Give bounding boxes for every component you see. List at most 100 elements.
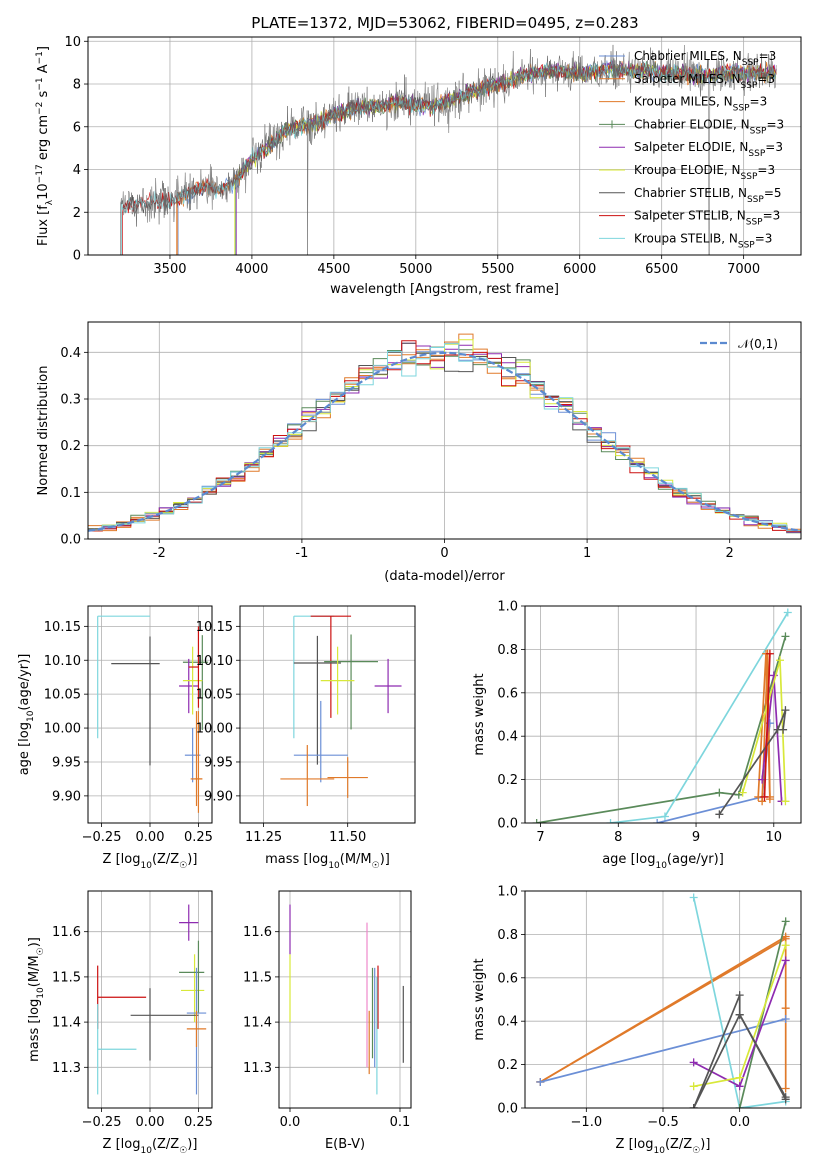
axes-frame — [239, 605, 416, 824]
y-axis-label: Flux [fλ10−17 erg cm−2 s−1 A−1] — [35, 46, 55, 246]
weight-marker — [781, 956, 790, 965]
weight-series-kroupa-stelib — [692, 897, 786, 1108]
x-tick-label: 5500 — [481, 262, 514, 277]
weight-marker — [660, 812, 669, 821]
weight-marker — [781, 797, 790, 806]
y-tick-label: 0.8 — [497, 928, 518, 943]
weight-series-salpeter-stelib — [763, 653, 771, 798]
x-tick-label: 2 — [726, 546, 734, 561]
y-tick-label: 8 — [73, 78, 81, 93]
errorbars — [280, 615, 402, 807]
y-tick-label: 0.0 — [497, 817, 518, 832]
x-axis-label: wavelength [Angstrom, rest frame] — [330, 282, 559, 297]
x-tick-label: 0.0 — [729, 1115, 750, 1130]
spectrum-lines — [120, 44, 777, 255]
y-axis-label: mass weight — [472, 673, 487, 755]
weight-lines — [532, 608, 792, 823]
y-tick-label: 9.95 — [204, 755, 233, 770]
y-tick-label: 11.5 — [52, 970, 81, 985]
axes-frame — [87, 36, 802, 256]
y-tick-label: 0.2 — [60, 439, 81, 454]
y-tick-label: 0.0 — [497, 1102, 518, 1117]
y-tick-label: 10.00 — [196, 722, 233, 737]
axes-frame — [524, 605, 802, 824]
figure-title: PLATE=1372, MJD=53062, FIBERID=0495, z=0… — [251, 14, 638, 32]
x-tick-label: 11.50 — [329, 830, 366, 845]
x-axis-label: Z [log10(Z/Z☉)] — [616, 1137, 711, 1156]
y-tick-label: 11.4 — [52, 1016, 81, 1031]
legend-label: Salpeter MILES, NSSP=3 — [634, 72, 775, 91]
x-tick-label: 6000 — [563, 262, 596, 277]
x-tick-label: −0.25 — [82, 830, 122, 845]
y-tick-label: 11.4 — [243, 1016, 272, 1031]
x-tick-label: 0 — [440, 546, 448, 561]
age-vs-mass-panel: 11.25 11.50 9.90 9.95 10.00 10.05 10.10 10.15 ma… — [196, 605, 416, 871]
x-tick-label: −0.25 — [82, 1115, 122, 1130]
x-tick-label: 0.00 — [136, 830, 165, 845]
x-tick-label: 0.1 — [390, 1115, 411, 1130]
weight-series-salpeter-miles — [539, 937, 787, 1089]
spectrum-panel: 3500 4000 4500 5000 5500 6000 6500 7000 0 2 4 6 8 10 w… — [35, 35, 802, 297]
y-tick-label: 0.4 — [60, 346, 81, 361]
legend-label: 𝒩(0,1) — [738, 337, 778, 351]
y-tick-label: 10.05 — [44, 688, 81, 703]
x-tick-label: 7 — [536, 830, 544, 845]
y-tick-label: 0.8 — [497, 643, 518, 658]
x-axis-label: mass [log10(M/M☉)] — [265, 852, 390, 871]
weight-marker — [783, 608, 792, 617]
weight-marker — [776, 656, 785, 665]
weight-marker — [781, 706, 790, 715]
normal-curve — [88, 351, 799, 532]
weight-series-chabrier-miles — [656, 723, 771, 823]
y-tick-label: 9.90 — [52, 789, 81, 804]
weight-marker — [532, 819, 541, 823]
model-spectrum-chabrier-stelib — [120, 61, 777, 255]
weight-marker — [781, 917, 790, 926]
x-tick-label: 9 — [692, 830, 700, 845]
y-tick-label: 0.4 — [497, 1015, 518, 1030]
weight-marker — [735, 1073, 744, 1082]
weight-marker — [735, 1104, 744, 1108]
weight-marker — [758, 797, 767, 806]
mass-vs-metallicity-panel: −0.25 0.00 0.25 11.3 11.4 11.5 11.6 Z [log10(Z/… — [27, 890, 213, 1156]
x-tick-label: 0.25 — [184, 1115, 213, 1130]
histogram-kroupa-stelib — [88, 343, 801, 534]
y-tick-label: 11.6 — [243, 925, 272, 940]
y-axis-label: Normed distribution — [36, 366, 51, 496]
weight-marker — [715, 788, 724, 797]
weight-marker — [781, 632, 790, 641]
legend-label: Kroupa MILES, NSSP=3 — [634, 95, 767, 114]
weight-marker — [738, 788, 747, 797]
weight-marker — [735, 1010, 744, 1019]
y-tick-label: 10.10 — [44, 654, 81, 669]
weight-marker — [689, 1104, 698, 1108]
axes-frame — [278, 890, 412, 1109]
errorbars — [289, 904, 404, 1095]
x-axis-label: Z [log10(Z/Z☉)] — [103, 1137, 198, 1156]
weight-series-chabrier-stelib — [718, 709, 787, 815]
weight-series-chabrier-elodie — [536, 636, 787, 823]
histogram-steps — [88, 333, 801, 537]
x-tick-label: 5000 — [399, 262, 432, 277]
x-tick-label: 4000 — [235, 262, 268, 277]
x-tick-label: 6500 — [645, 262, 678, 277]
y-axis-label: mass weight — [472, 958, 487, 1040]
x-tick-label: 0.0 — [280, 1115, 301, 1130]
x-tick-label: 10 — [766, 830, 783, 845]
y-tick-label: 0.4 — [497, 730, 518, 745]
y-tick-label: 0.6 — [497, 686, 518, 701]
y-tick-label: 4 — [73, 163, 81, 178]
x-tick-label: -1 — [295, 546, 308, 561]
y-tick-label: 0.2 — [497, 1058, 518, 1073]
x-tick-label: 3500 — [153, 262, 186, 277]
y-tick-label: 0.0 — [60, 533, 81, 548]
legend-label: Chabrier STELIB, NSSP=5 — [634, 186, 782, 205]
weight-marker — [735, 991, 744, 1000]
weight-marker — [779, 725, 788, 734]
model-spectrum-kroupa-stelib — [121, 59, 776, 255]
weight-marker — [689, 893, 698, 902]
weight-marker — [781, 1004, 790, 1013]
errorbars — [97, 615, 209, 813]
y-tick-label: 10.15 — [196, 620, 233, 635]
x-tick-label: 11.25 — [245, 830, 282, 845]
